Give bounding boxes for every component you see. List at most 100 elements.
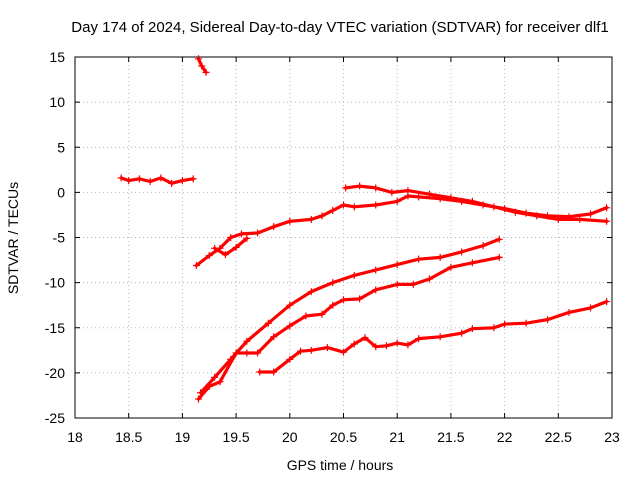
data-point xyxy=(227,234,235,241)
data-point xyxy=(479,242,487,250)
data-point xyxy=(243,349,251,357)
data-point xyxy=(340,201,347,209)
data-point xyxy=(340,348,347,356)
series-arc-mid-lower xyxy=(195,253,503,403)
data-point xyxy=(587,210,595,218)
data-point xyxy=(205,382,213,390)
data-point xyxy=(205,252,213,260)
data-point xyxy=(307,346,315,354)
data-point xyxy=(157,174,165,182)
data-point xyxy=(135,175,143,183)
data-point xyxy=(372,184,380,192)
data-point xyxy=(415,255,423,263)
data-point xyxy=(458,329,466,337)
data-point xyxy=(254,229,262,237)
y-tick-label: 0 xyxy=(57,184,65,200)
x-tick-label: 20.5 xyxy=(330,429,357,445)
data-point xyxy=(361,334,369,342)
data-point xyxy=(237,230,245,238)
data-point xyxy=(404,187,412,195)
data-point xyxy=(436,333,444,341)
data-point xyxy=(356,295,364,303)
x-tick-label: 22.5 xyxy=(545,429,572,445)
data-point xyxy=(189,175,197,183)
data-point xyxy=(458,248,466,256)
data-point xyxy=(603,204,611,212)
x-axis-label: GPS time / hours xyxy=(287,457,394,473)
x-tick-label: 19.5 xyxy=(222,429,249,445)
data-point xyxy=(211,244,219,252)
series-line xyxy=(213,236,249,257)
data-point xyxy=(554,215,562,223)
data-point xyxy=(195,395,203,403)
data-point xyxy=(307,215,315,223)
series-arc-early-cluster xyxy=(117,174,197,187)
x-tick-labels: 18 18.5 19 19.5 20 20.5 21 21.5 22 22.5 23 xyxy=(67,429,620,445)
data-point xyxy=(388,188,396,196)
data-point xyxy=(495,253,503,261)
series-arc-low xyxy=(256,298,611,376)
data-point xyxy=(522,319,530,327)
data-point xyxy=(286,217,294,225)
data-point xyxy=(329,279,337,287)
data-point xyxy=(356,182,364,190)
y-tick-label: -5 xyxy=(53,230,66,246)
data-point xyxy=(393,280,401,288)
data-point xyxy=(117,174,125,182)
data-point xyxy=(286,355,294,363)
data-point xyxy=(125,177,133,185)
x-tick-label: 18.5 xyxy=(115,429,142,445)
data-point xyxy=(256,368,264,376)
data-point xyxy=(232,349,240,357)
data-point xyxy=(270,333,278,341)
data-point xyxy=(372,343,380,351)
data-point xyxy=(447,263,455,271)
data-point xyxy=(415,193,423,201)
chart-title: Day 174 of 2024, Sidereal Day-to-day VTE… xyxy=(71,19,608,36)
series-arc-mid-upper xyxy=(197,235,503,397)
data-point xyxy=(436,253,444,261)
data-point xyxy=(243,337,251,345)
data-point xyxy=(270,223,278,231)
x-tick-label: 22 xyxy=(497,429,513,445)
data-point xyxy=(232,243,240,251)
y-tick-labels: -25 -20 -15 -10 -5 0 5 10 15 xyxy=(45,49,65,426)
data-point xyxy=(264,319,272,327)
data-point xyxy=(393,197,401,205)
series-arc-top-fragment xyxy=(195,55,210,76)
data-point xyxy=(468,259,476,267)
x-tick-label: 20 xyxy=(282,429,298,445)
data-point xyxy=(576,215,584,223)
data-point xyxy=(372,201,380,209)
data-point xyxy=(409,280,417,288)
series-arc-dip-loop xyxy=(211,234,251,259)
y-tick-label: -25 xyxy=(45,410,65,426)
data-point xyxy=(286,322,294,330)
y-tick-label: -15 xyxy=(45,320,65,336)
x-tick-label: 19 xyxy=(175,429,191,445)
data-point xyxy=(468,325,476,333)
data-point xyxy=(302,312,310,320)
data-point xyxy=(195,55,203,63)
data-point xyxy=(243,234,251,242)
grid-lines xyxy=(75,57,612,418)
data-point xyxy=(511,208,519,216)
data-point xyxy=(393,339,401,347)
data-point xyxy=(297,347,305,355)
x-tick-label: 23 xyxy=(604,429,620,445)
data-point xyxy=(198,62,206,70)
data-point xyxy=(544,316,552,324)
y-axis-label: SDTVAR / TECUs xyxy=(5,182,21,294)
data-point xyxy=(447,194,455,202)
data-point xyxy=(603,217,611,225)
y-tick-label: -10 xyxy=(45,275,65,291)
y-tick-label: 10 xyxy=(49,94,65,110)
data-point xyxy=(490,203,498,211)
data-point xyxy=(495,235,503,243)
data-series xyxy=(117,55,611,403)
data-point xyxy=(533,212,541,220)
series-line xyxy=(344,184,609,223)
x-tick-label: 18 xyxy=(67,429,83,445)
